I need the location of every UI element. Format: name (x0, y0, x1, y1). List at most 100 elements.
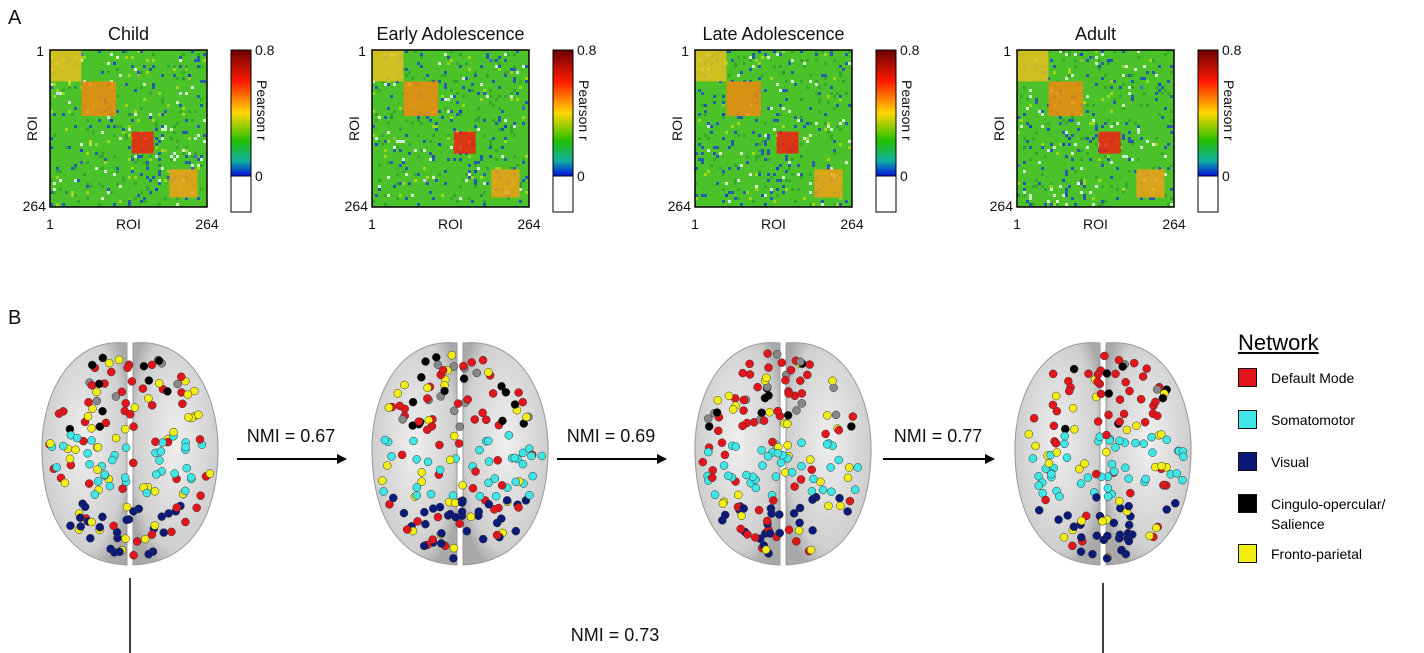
matrix-texture (1125, 185, 1128, 188)
matrix-texture (1143, 77, 1146, 80)
matrix-texture (146, 164, 149, 167)
brain-node (514, 388, 523, 397)
matrix-texture (378, 185, 381, 188)
matrix-texture (1116, 122, 1119, 125)
matrix-texture (480, 194, 483, 197)
matrix-texture (393, 110, 396, 113)
brain-node (95, 522, 105, 532)
matrix-texture (1065, 77, 1068, 80)
matrix-texture (513, 125, 516, 128)
matrix-texture (785, 89, 788, 92)
matrix-texture (1170, 197, 1173, 200)
matrix-texture (161, 167, 164, 170)
matrix-texture (785, 80, 788, 83)
matrix-texture (788, 164, 791, 167)
matrix-texture (1122, 107, 1125, 110)
brain-node (718, 499, 728, 508)
matrix-texture (1017, 164, 1020, 167)
matrix-texture (845, 53, 848, 56)
matrix-texture (764, 140, 767, 143)
matrix-texture (1134, 122, 1137, 125)
brain-node (1152, 523, 1161, 533)
matrix-texture (444, 182, 447, 185)
brain-node (398, 415, 407, 424)
matrix-texture (474, 161, 477, 164)
matrix-texture (1071, 167, 1074, 170)
matrix-texture (477, 107, 480, 110)
matrix-texture (89, 185, 92, 188)
matrix-texture (731, 125, 734, 128)
matrix-texture (1122, 134, 1125, 137)
matrix-texture (848, 140, 851, 143)
brain-node (449, 362, 459, 371)
brain-node (94, 379, 104, 389)
matrix-texture (1023, 194, 1026, 197)
matrix-texture (1023, 137, 1026, 140)
matrix-texture (459, 53, 462, 56)
matrix-texture (797, 173, 800, 176)
matrix-texture (420, 65, 423, 68)
matrix-texture (1062, 119, 1065, 122)
matrix-texture (815, 53, 818, 56)
matrix-texture (1128, 74, 1131, 77)
matrix-texture (390, 161, 393, 164)
matrix-texture (764, 203, 767, 206)
matrix-texture (393, 146, 396, 149)
matrix-texture (1140, 104, 1143, 107)
matrix-texture (752, 53, 755, 56)
brain-node (130, 403, 140, 412)
brain-node (809, 474, 818, 484)
matrix-texture (104, 161, 107, 164)
brain-node (763, 516, 772, 526)
matrix-texture (773, 50, 776, 53)
matrix-texture (65, 146, 68, 149)
matrix-texture (749, 173, 752, 176)
brain-node (758, 461, 767, 470)
brain-node (537, 451, 547, 461)
brain-node (144, 376, 154, 385)
brain-node (437, 539, 446, 548)
matrix-texture (116, 167, 119, 170)
axis-start-label: 1 (368, 216, 376, 232)
matrix-texture (734, 62, 737, 65)
matrix-texture (1080, 167, 1083, 170)
matrix-texture (435, 128, 438, 131)
matrix-texture (182, 107, 185, 110)
matrix-texture (468, 197, 471, 200)
brain-node (156, 447, 166, 456)
matrix-texture (1059, 116, 1062, 119)
brain-node (707, 473, 717, 483)
brain-node (739, 504, 748, 513)
matrix-texture (1068, 74, 1071, 77)
matrix-texture (1053, 203, 1056, 206)
matrix-texture (474, 119, 477, 122)
matrix-texture (191, 50, 194, 53)
matrix-title: Early Adolescence (376, 24, 524, 44)
matrix-texture (713, 146, 716, 149)
matrix-texture (1122, 50, 1125, 53)
matrix-texture (185, 161, 188, 164)
brain-node (698, 457, 708, 467)
matrix-texture (752, 200, 755, 203)
matrix-texture (495, 59, 498, 62)
brain-node (127, 377, 137, 386)
matrix-texture (1155, 137, 1158, 140)
matrix-texture (158, 113, 161, 116)
matrix-texture (480, 83, 483, 86)
matrix-texture (441, 74, 444, 77)
matrix-texture (725, 62, 728, 65)
matrix-texture (1101, 98, 1104, 101)
brain-node (449, 554, 458, 563)
matrix-texture (131, 155, 134, 158)
brain-node (147, 401, 157, 410)
matrix-texture (1164, 155, 1167, 158)
matrix-texture (378, 188, 381, 191)
brain-node (84, 398, 93, 407)
brain-node (412, 483, 422, 492)
matrix-texture (56, 203, 59, 206)
brain-node (144, 394, 153, 403)
matrix-texture (74, 179, 77, 182)
matrix-texture (417, 173, 420, 176)
matrix-texture (1170, 131, 1173, 134)
brain-node (409, 436, 418, 446)
